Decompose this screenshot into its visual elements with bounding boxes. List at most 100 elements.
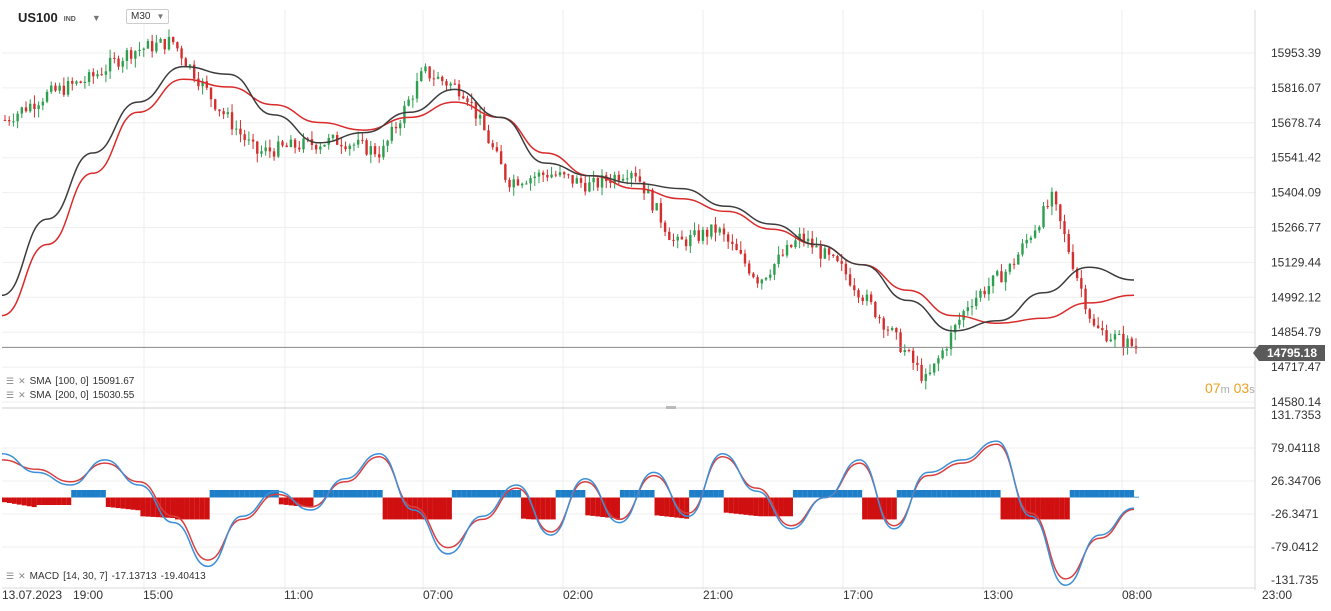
histogram-bar bbox=[867, 497, 873, 520]
histogram-bar bbox=[773, 497, 779, 517]
macd-legend[interactable]: ☰ ✕ MACD [14, 30, 7] -17.13713 -19.40413 bbox=[6, 571, 206, 582]
price-tick-label: 15129.44 bbox=[1271, 255, 1321, 269]
macd-tick-label: 26.34706 bbox=[1271, 474, 1321, 488]
menu-icon[interactable]: ☰ bbox=[6, 571, 15, 581]
symbol-header[interactable]: US100 IND ▼ bbox=[18, 10, 101, 25]
histogram-bar bbox=[170, 497, 176, 518]
candle bbox=[676, 234, 679, 249]
histogram-bar bbox=[619, 489, 625, 498]
candle bbox=[924, 368, 927, 390]
candle bbox=[298, 141, 301, 153]
time-tick-label: 19:00 bbox=[73, 588, 103, 602]
histogram-bar bbox=[1089, 489, 1095, 498]
candle bbox=[811, 230, 814, 254]
chevron-down-icon: ▼ bbox=[156, 12, 165, 21]
candle bbox=[1084, 284, 1087, 315]
candle bbox=[571, 175, 574, 188]
close-icon[interactable]: ✕ bbox=[18, 571, 26, 581]
close-icon[interactable]: ✕ bbox=[18, 390, 26, 400]
histogram-bar bbox=[802, 489, 808, 498]
candle bbox=[752, 272, 755, 279]
histogram-bar bbox=[783, 497, 789, 517]
candle bbox=[3, 114, 7, 122]
histogram-bar bbox=[545, 497, 551, 520]
histogram-bar bbox=[234, 489, 240, 498]
histogram-bar bbox=[941, 489, 947, 498]
candle bbox=[8, 116, 11, 126]
histogram-bar bbox=[21, 497, 27, 506]
histogram-bar bbox=[259, 489, 265, 498]
histogram-bar bbox=[1010, 497, 1016, 520]
histogram-bar bbox=[669, 497, 675, 518]
candle bbox=[911, 347, 915, 370]
chevron-down-icon[interactable]: ▼ bbox=[91, 12, 101, 23]
candle bbox=[230, 104, 234, 136]
candle bbox=[289, 135, 293, 148]
candle bbox=[895, 327, 898, 340]
candle bbox=[20, 106, 24, 119]
candle bbox=[1012, 258, 1016, 270]
candle bbox=[1004, 269, 1007, 291]
sma100-legend[interactable]: ☰ ✕ SMA [100, 0] 15091.67 bbox=[6, 376, 134, 387]
histogram-bar bbox=[16, 497, 22, 505]
candle bbox=[201, 78, 204, 95]
histogram-bar bbox=[397, 497, 403, 520]
candle bbox=[987, 277, 991, 301]
candle bbox=[525, 180, 528, 185]
menu-icon[interactable]: ☰ bbox=[6, 376, 15, 386]
histogram-bar bbox=[1025, 497, 1031, 520]
histogram-bar bbox=[71, 489, 77, 498]
candle bbox=[651, 188, 654, 214]
price-tick-label: 14717.47 bbox=[1271, 360, 1321, 374]
candle bbox=[453, 79, 457, 86]
candle bbox=[420, 67, 423, 82]
histogram-bar bbox=[298, 497, 304, 507]
sma100-params: [100, 0] bbox=[55, 376, 89, 387]
histogram-bar bbox=[481, 489, 487, 498]
histogram-bar bbox=[357, 489, 363, 498]
histogram-bar bbox=[1035, 497, 1041, 520]
histogram-bar bbox=[763, 497, 769, 517]
histogram-bar bbox=[1074, 489, 1080, 498]
histogram-bar bbox=[432, 497, 438, 520]
candle bbox=[146, 38, 150, 49]
histogram-bar bbox=[535, 497, 541, 520]
candle bbox=[487, 124, 490, 144]
candle bbox=[907, 348, 911, 353]
time-tick-label: 08:00 bbox=[1122, 588, 1152, 602]
candle bbox=[285, 142, 288, 148]
candle bbox=[445, 78, 448, 91]
candle bbox=[142, 47, 145, 57]
menu-icon[interactable]: ☰ bbox=[6, 390, 15, 400]
candle bbox=[508, 177, 511, 192]
candle bbox=[1063, 214, 1066, 243]
histogram-bar bbox=[595, 497, 601, 517]
histogram-bar bbox=[199, 497, 205, 520]
histogram-bar bbox=[1069, 489, 1075, 498]
candle bbox=[491, 139, 494, 150]
macd-value-1: -17.13713 bbox=[111, 571, 157, 582]
histogram-bar bbox=[550, 497, 556, 520]
histogram-bar bbox=[758, 497, 764, 517]
histogram-bar bbox=[338, 489, 344, 498]
histogram-bar bbox=[362, 489, 368, 498]
pane-resize-handle[interactable] bbox=[666, 406, 676, 409]
candle bbox=[886, 326, 890, 336]
candle bbox=[180, 45, 183, 66]
price-tick-label: 14580.14 bbox=[1271, 395, 1321, 409]
candle bbox=[739, 241, 742, 255]
candle bbox=[1059, 203, 1062, 229]
candle bbox=[340, 138, 343, 154]
timeframe-select[interactable]: M30 ▼ bbox=[126, 9, 170, 24]
candle bbox=[1122, 325, 1125, 356]
close-icon[interactable]: ✕ bbox=[18, 376, 26, 386]
histogram-bar bbox=[239, 489, 245, 498]
histogram-bar bbox=[120, 497, 126, 509]
candle bbox=[836, 254, 839, 263]
candle bbox=[672, 233, 675, 247]
price-tick-label: 15816.07 bbox=[1271, 81, 1321, 95]
histogram-bar bbox=[1114, 489, 1120, 498]
sma200-legend[interactable]: ☰ ✕ SMA [200, 0] 15030.55 bbox=[6, 390, 134, 401]
histogram-bar bbox=[1040, 497, 1046, 520]
